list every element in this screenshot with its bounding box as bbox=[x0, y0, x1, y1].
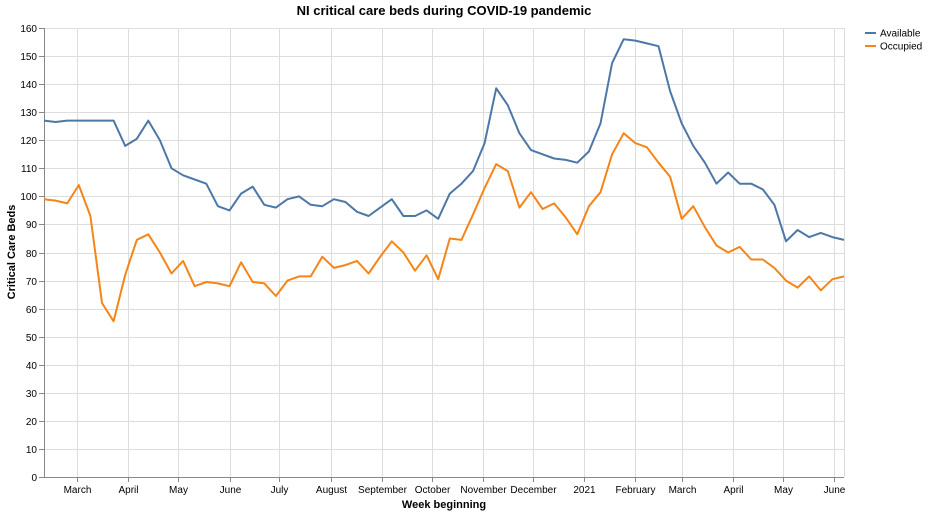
x-tick-label: March bbox=[64, 485, 92, 496]
series-lines bbox=[43, 38, 845, 323]
x-tick-label: December bbox=[510, 485, 557, 496]
y-tick-label: 160 bbox=[20, 24, 37, 35]
x-tick-label: June bbox=[824, 485, 846, 496]
y-tick-label: 80 bbox=[26, 249, 38, 260]
series-line-available bbox=[43, 38, 845, 243]
y-tick-label: 120 bbox=[20, 136, 37, 147]
chart-title: NI critical care beds during COVID-19 pa… bbox=[297, 3, 592, 18]
series-line-occupied bbox=[43, 132, 845, 323]
axes: 0 10 20 30 40 50 60 70 80 90 100 110 120 130 140 150 160… bbox=[20, 24, 845, 496]
x-tick-label: March bbox=[669, 485, 697, 496]
y-tick-label: 40 bbox=[26, 361, 38, 372]
y-axis-title: Critical Care Beds bbox=[6, 205, 18, 300]
y-tick-label: 140 bbox=[20, 80, 37, 91]
y-tick-label: 110 bbox=[21, 164, 37, 175]
y-tick-label: 10 bbox=[26, 445, 38, 456]
y-tick-label: 130 bbox=[20, 108, 37, 119]
y-tick-label: 70 bbox=[26, 277, 38, 288]
x-tick-label: 2021 bbox=[573, 485, 596, 496]
y-tick-label: 50 bbox=[26, 333, 38, 344]
y-tick-label: 30 bbox=[26, 389, 38, 400]
legend-label-occupied: Occupied bbox=[880, 42, 922, 53]
y-tick-label: 90 bbox=[26, 220, 38, 231]
y-tick-label: 20 bbox=[26, 417, 38, 428]
x-tick-label: September bbox=[358, 485, 408, 496]
x-tick-label: May bbox=[169, 485, 188, 496]
x-tick-label: April bbox=[723, 485, 743, 496]
x-tick-label: July bbox=[271, 485, 289, 496]
x-tick-label: October bbox=[415, 485, 451, 496]
x-tick-label: November bbox=[460, 485, 507, 496]
legend: Available Occupied bbox=[865, 29, 922, 53]
grid-lines bbox=[44, 28, 845, 478]
x-tick-label: April bbox=[118, 485, 138, 496]
legend-label-available: Available bbox=[880, 29, 921, 40]
x-tick-label: June bbox=[220, 485, 242, 496]
x-axis-title: Week beginning bbox=[402, 499, 486, 511]
y-tick-label: 100 bbox=[20, 192, 37, 203]
x-tick-label: February bbox=[615, 485, 655, 496]
y-tick-label: 60 bbox=[26, 305, 38, 316]
x-tick-label: August bbox=[316, 485, 347, 496]
y-tick-label: 0 bbox=[31, 473, 37, 484]
x-tick-label: May bbox=[774, 485, 793, 496]
y-tick-label: 150 bbox=[20, 52, 37, 63]
